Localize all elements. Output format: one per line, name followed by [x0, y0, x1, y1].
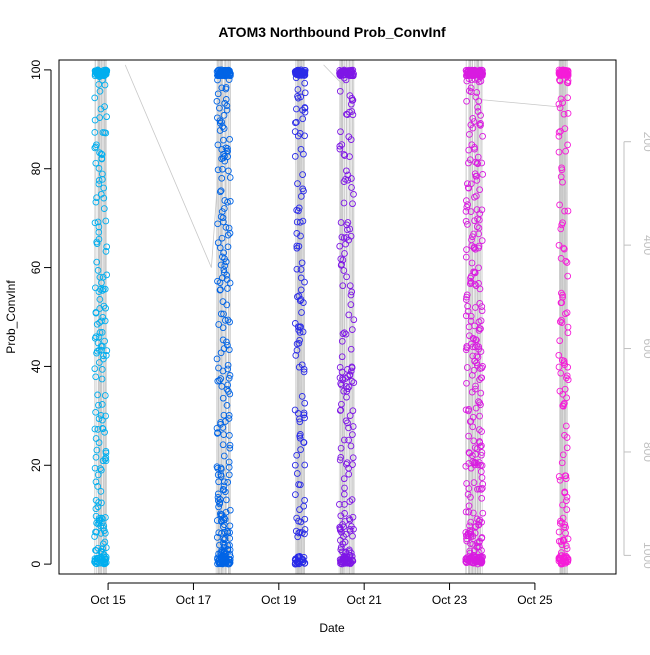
y-tick-label: 40 [29, 359, 43, 373]
x-tick-label: Oct 21 [346, 593, 382, 607]
x-axis: Oct 15 Oct 17 Oct 19 Oct 21 Oct 23 Oct 25 [90, 583, 552, 607]
x-tick-label: Oct 17 [176, 593, 212, 607]
x-tick-label: Oct 25 [517, 593, 553, 607]
x-tick-label: Oct 23 [432, 593, 468, 607]
x-axis-label: Date [319, 621, 345, 635]
x-tick-label: Oct 15 [90, 593, 126, 607]
data-point [93, 285, 99, 291]
data-point [480, 172, 486, 178]
y2-tick-label: 400 [641, 235, 650, 255]
y-axis: 0 20 40 60 80 100 [29, 60, 51, 568]
data-point [480, 133, 486, 139]
chart-title: ATOM3 Northbound Prob_ConvInf [218, 24, 446, 40]
y2-tick-label: 600 [641, 339, 650, 359]
y-tick-label: 80 [29, 162, 43, 176]
plot-frame [59, 60, 616, 574]
data-point [93, 409, 99, 415]
data-points [92, 67, 571, 567]
depth-paths [94, 60, 567, 574]
path-line [481, 60, 482, 574]
y-tick-label: 20 [29, 458, 43, 472]
data-point [227, 136, 233, 142]
path-line [94, 60, 95, 574]
data-point [351, 191, 357, 197]
y2-tick-label: 1000 [641, 542, 650, 569]
y-tick-label: 60 [29, 261, 43, 275]
y-axis-label: Prob_ConvInf [4, 280, 18, 354]
y2-tick-label: 200 [641, 132, 650, 152]
x-tick-label: Oct 19 [261, 593, 297, 607]
y-tick-label: 100 [29, 60, 43, 80]
secondary-y-axis: 200 400 600 800 1000 [624, 132, 650, 569]
connector-line [125, 65, 225, 268]
y-tick-label: 0 [29, 560, 43, 567]
path-line [339, 60, 340, 574]
data-point [214, 356, 220, 362]
y2-tick-label: 800 [641, 442, 650, 462]
connector-line [479, 100, 560, 108]
data-point [343, 241, 349, 247]
